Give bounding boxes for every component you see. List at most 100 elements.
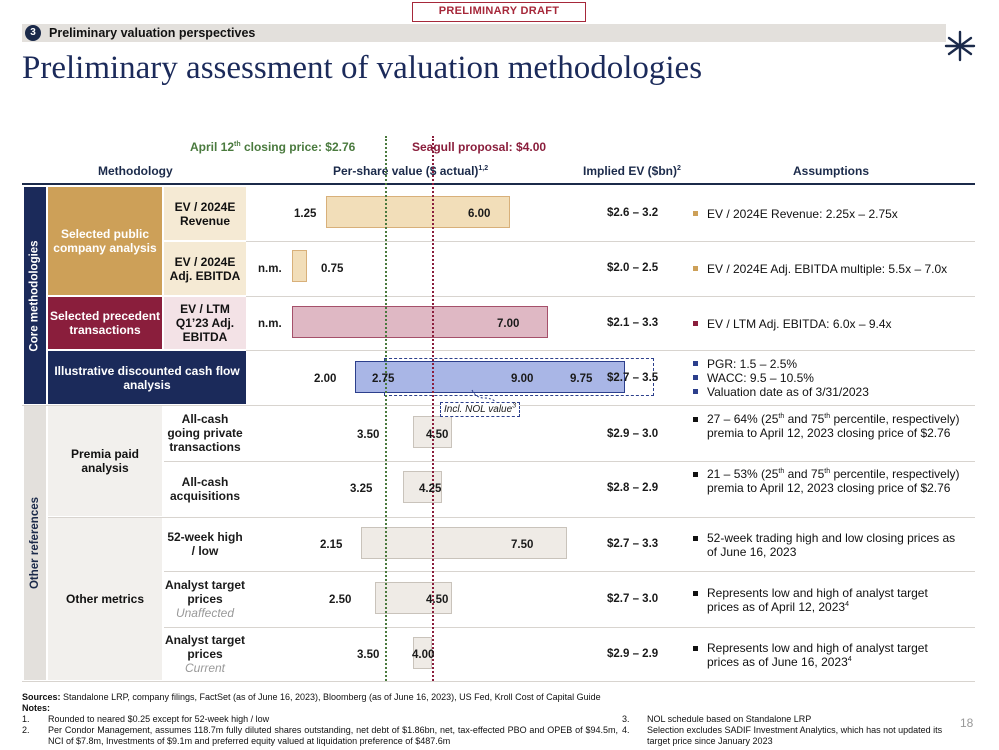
high-value-label: 4.25 [419, 483, 442, 495]
dcf-assumptions: PGR: 1.5 – 2.5% WACC: 9.5 – 10.5% Valuat… [693, 357, 869, 399]
closing-price-line [384, 136, 387, 681]
note-2-number: 2. [22, 725, 30, 735]
per-share-column-header: Per-share value ($ actual)1,2 [333, 164, 489, 178]
assumption-item: WACC: 9.5 – 10.5% [693, 371, 869, 385]
other-metrics-block: Other metrics [48, 518, 162, 680]
assumption-item: PGR: 1.5 – 2.5% [693, 357, 869, 371]
valuation-bar [403, 471, 443, 503]
row-divider [246, 350, 975, 351]
notes-label: Notes: [22, 703, 51, 713]
assumption-item: EV / 2024E Adj. EBITDA multiple: 5.5x – … [693, 262, 947, 276]
assumption-item: Represents low and high of analyst targe… [693, 641, 963, 669]
row-divider [164, 627, 975, 628]
low-value-label: 3.50 [357, 429, 380, 441]
valuation-bar [360, 527, 568, 559]
core-methodologies-label: Core methodologies [24, 187, 46, 404]
valuation-bar [291, 306, 549, 338]
nm-label: n.m. [258, 318, 282, 330]
implied-ev-value: $2.7 – 3.5 [607, 372, 659, 384]
other-references-label: Other references [24, 406, 46, 680]
page-title: Preliminary assessment of valuation meth… [22, 50, 703, 86]
starburst-logo-icon [944, 30, 976, 62]
method-going-private: All-cash going private transactions [164, 406, 246, 460]
valuation-bar [374, 582, 452, 614]
header-divider [22, 183, 975, 185]
nol-callout-connector [471, 389, 497, 403]
assumptions-column-header: Assumptions [793, 164, 870, 178]
sources-line: Sources: Standalone LRP, company filings… [22, 692, 601, 702]
high-value-label: 7.50 [511, 539, 534, 551]
implied-ev-value: $2.0 – 2.5 [607, 262, 659, 274]
row-divider [22, 681, 975, 682]
section-title: Preliminary valuation perspectives [49, 26, 256, 40]
assumption-item: EV / 2024E Revenue: 2.25x – 2.75x [693, 207, 898, 221]
method-analyst-current: Analyst target prices Current [164, 628, 246, 680]
implied-ev-value: $2.1 – 3.3 [607, 317, 659, 329]
page-number: 18 [960, 716, 974, 730]
assumption-item: EV / LTM Adj. EBITDA: 6.0x – 9.4x [693, 317, 892, 331]
method-ev-ltm-ebitda: EV / LTM Q1’23 Adj. EBITDA [164, 297, 246, 349]
high-value-label: 4.00 [412, 649, 435, 661]
nol-value-label: Incl. NOL value3 [440, 402, 521, 417]
assumption-item: 52-week trading high and low closing pri… [693, 531, 963, 559]
high-value-label: 6.00 [468, 208, 491, 220]
high-value-label: 4.50 [426, 594, 449, 606]
precedent-transactions-block: Selected precedent transactions [48, 297, 162, 349]
note-4: Selection excludes SADIF Investment Anal… [647, 725, 943, 746]
assumption-item: 21 – 53% (25th and 75th percentile, resp… [693, 467, 963, 495]
method-ev-revenue: EV / 2024E Revenue [164, 187, 246, 240]
row-divider [246, 296, 975, 297]
valuation-bar [326, 196, 510, 228]
nol-high-value-label: 9.75 [570, 373, 593, 385]
nol-low-value-label: 2.75 [372, 373, 395, 385]
low-value-label: 1.25 [294, 208, 317, 220]
premia-paid-block: Premia paid analysis [48, 406, 162, 516]
row-divider [164, 571, 975, 572]
section-bar [22, 24, 946, 42]
high-value-label: 0.75 [321, 263, 344, 275]
implied-ev-column-header: Implied EV ($bn)2 [583, 164, 681, 178]
note-3: NOL schedule based on Standalone LRP [647, 714, 812, 724]
note-1: Rounded to neared $0.25 except for 52-we… [48, 714, 270, 724]
high-value-label: 7.00 [497, 318, 520, 330]
assumption-item: Represents low and high of analyst targe… [693, 586, 963, 614]
method-52-week: 52-week high / low [164, 518, 246, 570]
low-value-label: 2.00 [314, 373, 337, 385]
seagull-proposal-line [432, 136, 435, 681]
dcf-block: Illustrative discounted cash flow analys… [48, 351, 246, 404]
methodology-column-header: Methodology [98, 164, 173, 178]
seagull-proposal-label: Seagull proposal: $4.00 [412, 140, 547, 154]
implied-ev-value: $2.7 – 3.0 [607, 593, 659, 605]
note-4-number: 4. [622, 725, 630, 735]
closing-price-label: April 12th closing price: $2.76 [190, 140, 356, 154]
low-value-label: 3.25 [350, 483, 373, 495]
assumption-item: 27 – 64% (25th and 75th percentile, resp… [693, 412, 963, 440]
note-3-number: 3. [622, 714, 630, 724]
note-2: Per Condor Management, assumes 118.7m fu… [48, 725, 618, 746]
implied-ev-value: $2.8 – 2.9 [607, 482, 659, 494]
high-value-label: 4.50 [426, 429, 449, 441]
implied-ev-value: $2.6 – 3.2 [607, 207, 659, 219]
valuation-bar [413, 637, 433, 669]
assumption-item: Valuation date as of 3/31/2023 [693, 385, 869, 399]
method-ev-ebitda: EV / 2024E Adj. EBITDA [164, 242, 246, 295]
nm-label: n.m. [258, 263, 282, 275]
method-analyst-unaffected: Analyst target prices Unaffected [164, 572, 246, 626]
row-divider [164, 461, 975, 462]
valuation-bar [355, 361, 626, 393]
section-number-badge: 3 [25, 25, 41, 41]
low-value-label: 2.50 [329, 594, 352, 606]
row-divider [246, 241, 975, 242]
implied-ev-value: $2.7 – 3.3 [607, 538, 659, 550]
valuation-bar [291, 250, 307, 282]
row-divider [48, 517, 975, 518]
preliminary-draft-badge: PRELIMINARY DRAFT [412, 2, 586, 22]
method-all-cash-acquisitions: All-cash acquisitions [164, 462, 246, 516]
public-comps-block: Selected public company analysis [48, 187, 162, 295]
note-1-number: 1. [22, 714, 30, 724]
implied-ev-value: $2.9 – 2.9 [607, 648, 659, 660]
high-value-label: 9.00 [511, 373, 534, 385]
implied-ev-value: $2.9 – 3.0 [607, 428, 659, 440]
low-value-label: 2.15 [320, 539, 343, 551]
low-value-label: 3.50 [357, 649, 380, 661]
